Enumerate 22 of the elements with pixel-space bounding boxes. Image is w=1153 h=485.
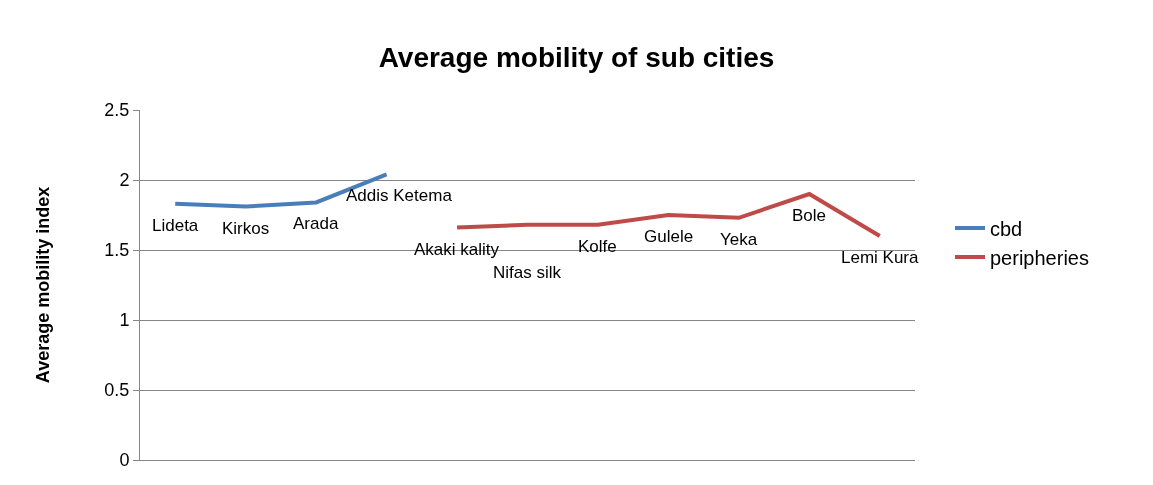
data-label: Lideta (152, 216, 199, 235)
data-label: Kolfe (578, 237, 617, 256)
data-label: Gulele (644, 227, 694, 246)
line-series (173, 172, 389, 209)
y-tick-label: 1 (119, 310, 130, 331)
y-tick-label: 1.5 (104, 240, 130, 261)
chart-title: Average mobility of sub cities (378, 41, 775, 73)
y-axis-title: Average mobility index (32, 186, 53, 384)
y-tick-label: 0.5 (104, 380, 130, 401)
data-label: Nifas silk (493, 263, 562, 282)
y-tick-label: 2.5 (104, 100, 130, 121)
data-label: Akaki kality (414, 240, 500, 259)
y-tick-label: 2 (119, 170, 130, 191)
data-label: Arada (293, 214, 339, 233)
data-label: Bole (792, 206, 827, 225)
data-label: Lemi Kura (841, 248, 920, 267)
y-tick-label: 0 (119, 450, 130, 471)
data-label: Addis Ketema (346, 186, 453, 205)
data-label: Kirkos (222, 219, 270, 238)
legend-label: peripheries (990, 246, 1089, 269)
legend-label: cbd (990, 217, 1023, 240)
data-label: Yeka (720, 230, 758, 249)
